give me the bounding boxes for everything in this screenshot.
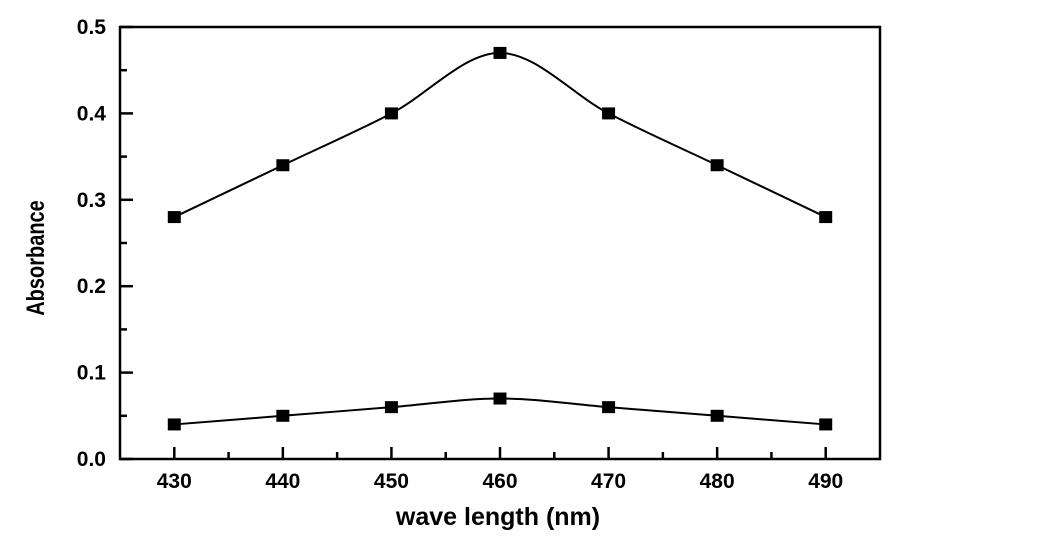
series-2-marker	[493, 392, 507, 405]
x-tick-label: 480	[700, 470, 735, 493]
series-2-marker	[276, 409, 290, 422]
series-1-marker	[710, 159, 724, 172]
series-1-marker	[384, 107, 398, 120]
series-2-marker	[167, 418, 181, 431]
series-2-marker	[602, 401, 616, 414]
axes	[118, 25, 882, 461]
x-tick-label: 430	[157, 470, 192, 493]
series-2-marker	[819, 418, 833, 431]
series-group	[167, 46, 833, 431]
series-1-marker	[602, 107, 616, 120]
y-tick-label: 0.2	[77, 275, 106, 298]
x-tick-label: 450	[374, 470, 409, 493]
tick-labels: 430 440 450 460 470 480 490 0.0 0.1 0.2 0.3 0.4 0.5	[77, 16, 843, 493]
y-tick-label: 0.1	[77, 362, 107, 385]
x-axis-label: wave length (nm)	[395, 503, 600, 531]
x-tick-label: 490	[808, 470, 843, 493]
series-1-marker	[819, 211, 833, 224]
y-axis-label: Absorbance	[22, 200, 50, 316]
y-tick-label: 0.4	[77, 102, 107, 125]
x-tick-label: 440	[265, 470, 300, 493]
series-1-marker	[167, 211, 181, 224]
y-tick-label: 0.0	[77, 448, 106, 471]
series-2-marker	[384, 401, 398, 414]
series-1-line	[173, 51, 827, 218]
x-tick-label: 470	[591, 470, 626, 493]
series-1-marker	[276, 159, 290, 172]
x-tick-label: 460	[482, 470, 517, 493]
y-tick-label: 0.3	[77, 189, 106, 212]
series-2-marker	[710, 409, 724, 422]
series-1-marker	[493, 46, 507, 59]
y-tick-label: 0.5	[77, 16, 107, 39]
